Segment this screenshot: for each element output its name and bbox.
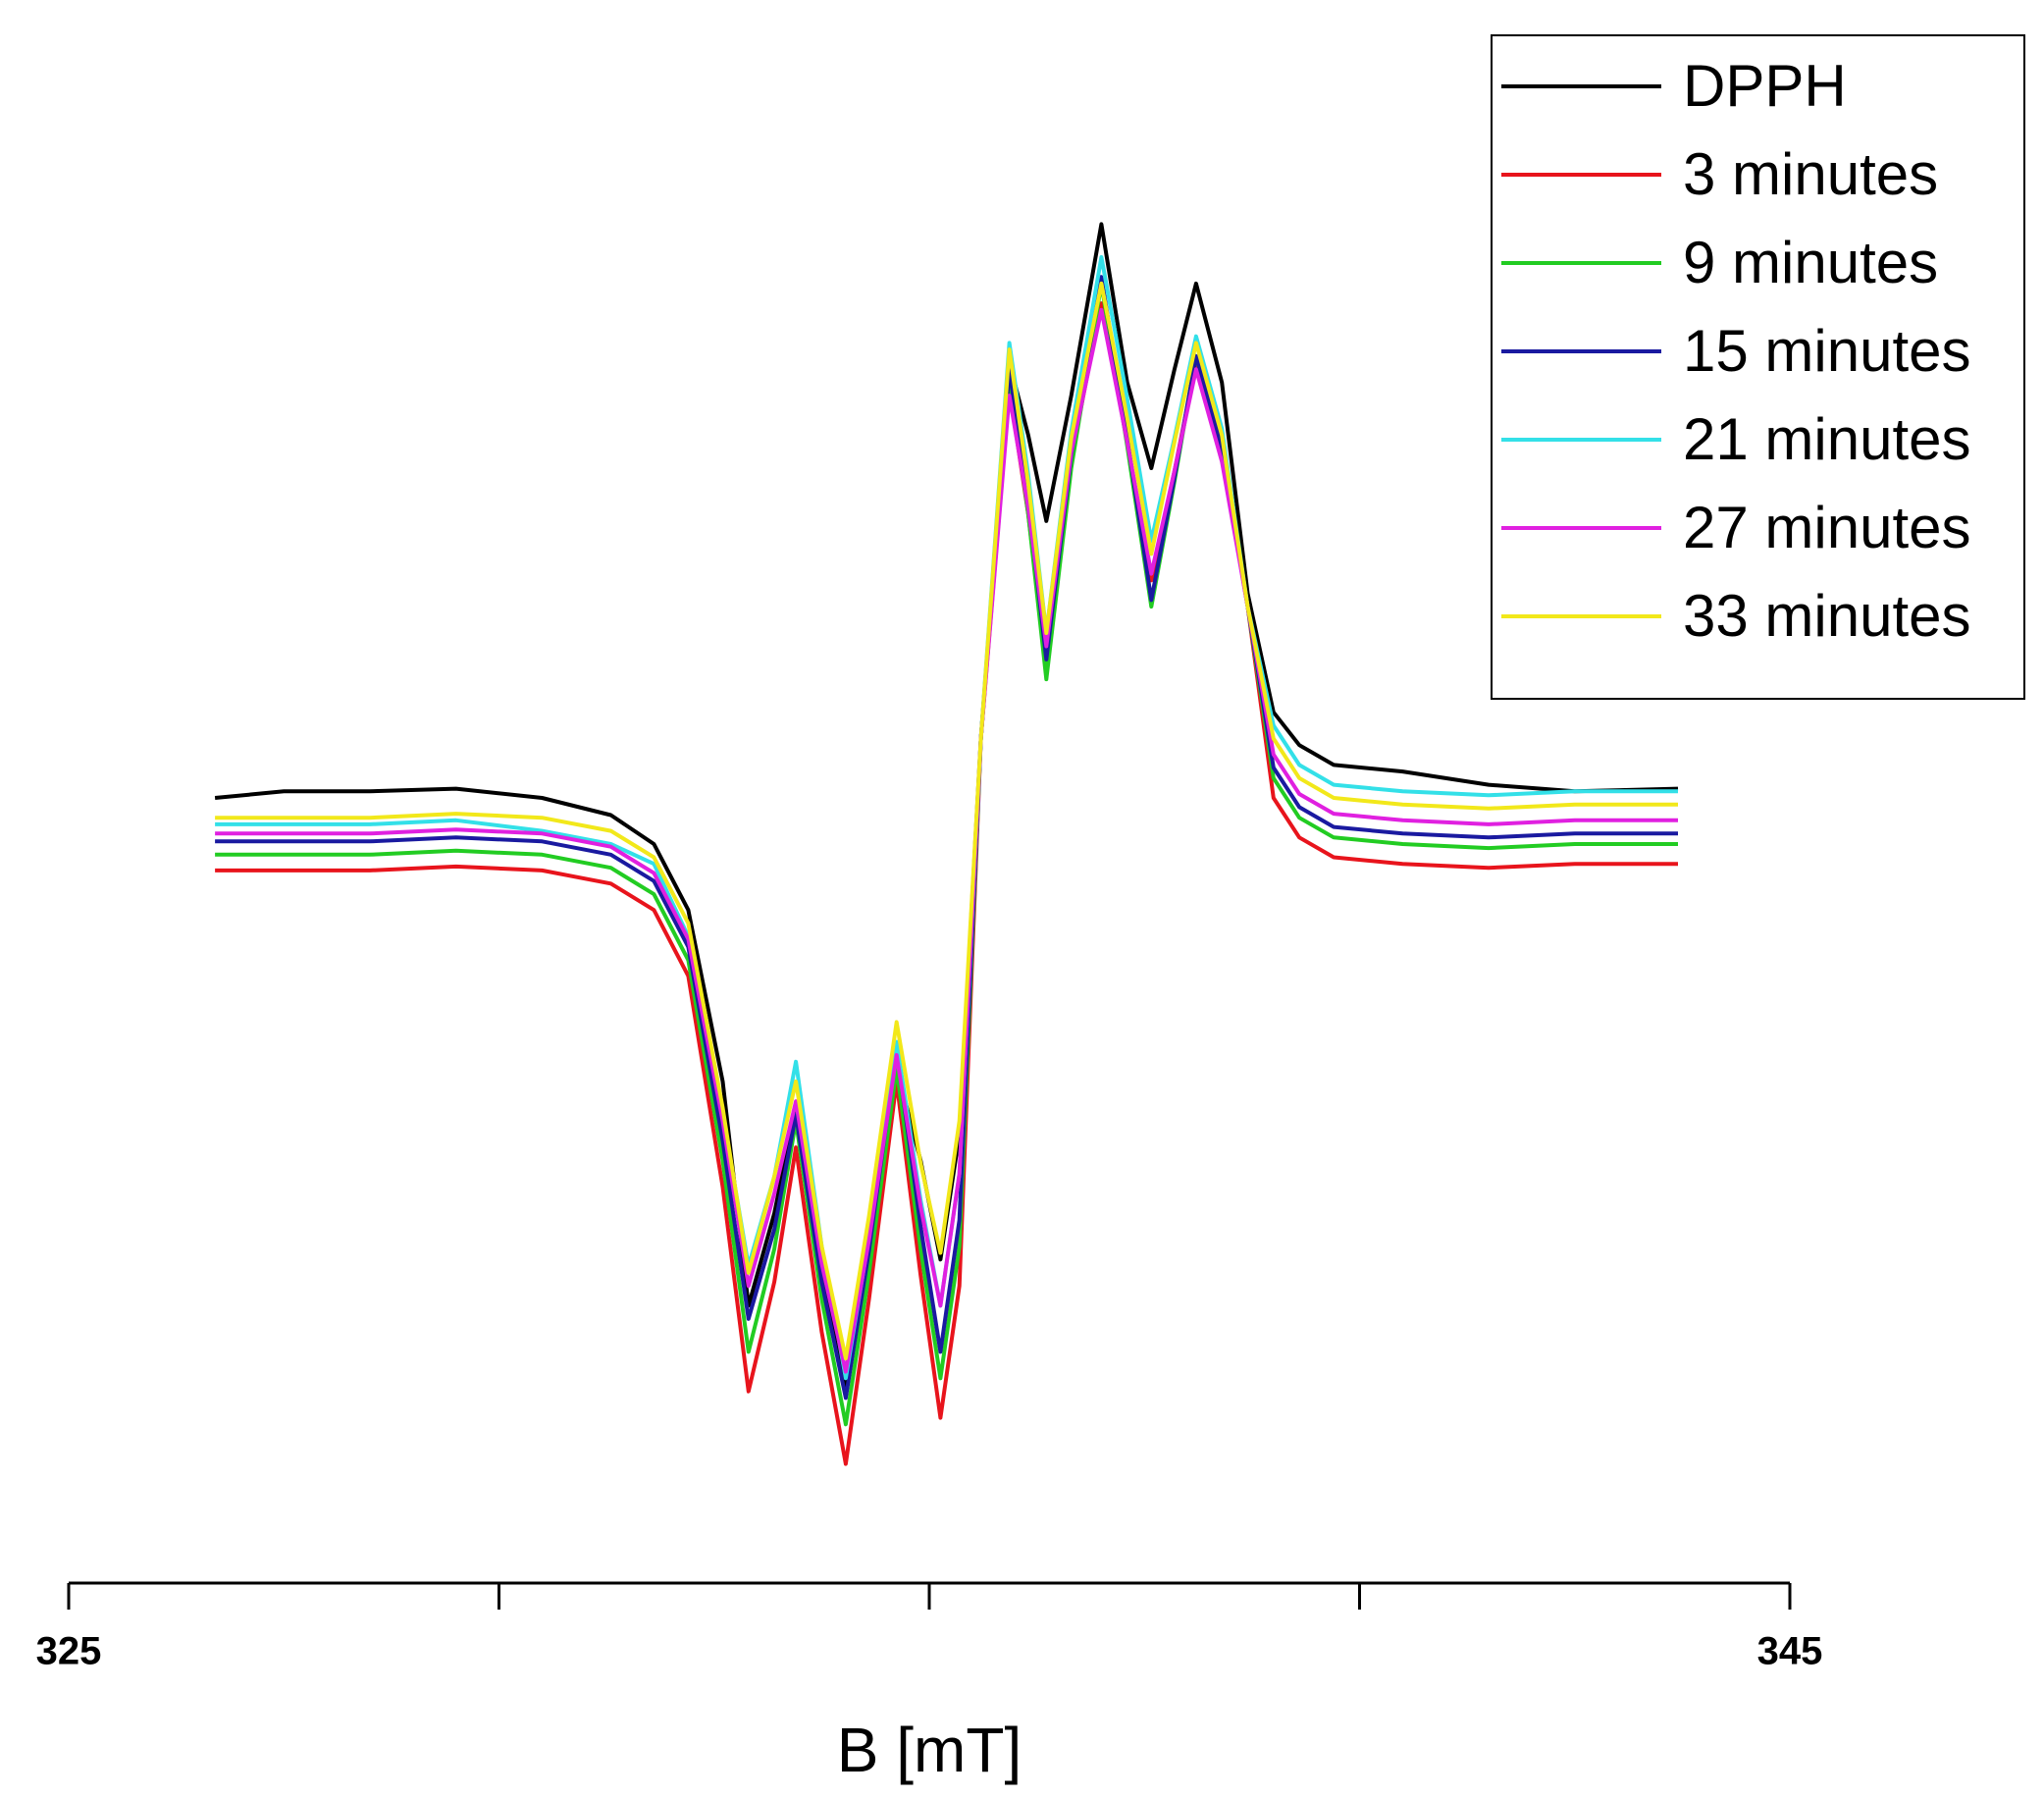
legend-label: 15 minutes <box>1683 318 1971 384</box>
legend-box <box>1491 34 2025 700</box>
legend-label: DPPH <box>1683 53 1847 119</box>
data-line <box>215 301 1678 1466</box>
legend-label: 21 minutes <box>1683 406 1971 472</box>
legend-label: 9 minutes <box>1683 230 1938 295</box>
x-axis-label: B [mT] <box>837 1715 1022 1785</box>
x-tick-label: 345 <box>1757 1630 1823 1673</box>
legend-label: 27 minutes <box>1683 495 1971 560</box>
legend-label: 33 minutes <box>1683 583 1971 649</box>
legend-label: 3 minutes <box>1683 141 1938 207</box>
x-tick-label: 325 <box>36 1630 102 1673</box>
data-line <box>215 281 1678 1361</box>
